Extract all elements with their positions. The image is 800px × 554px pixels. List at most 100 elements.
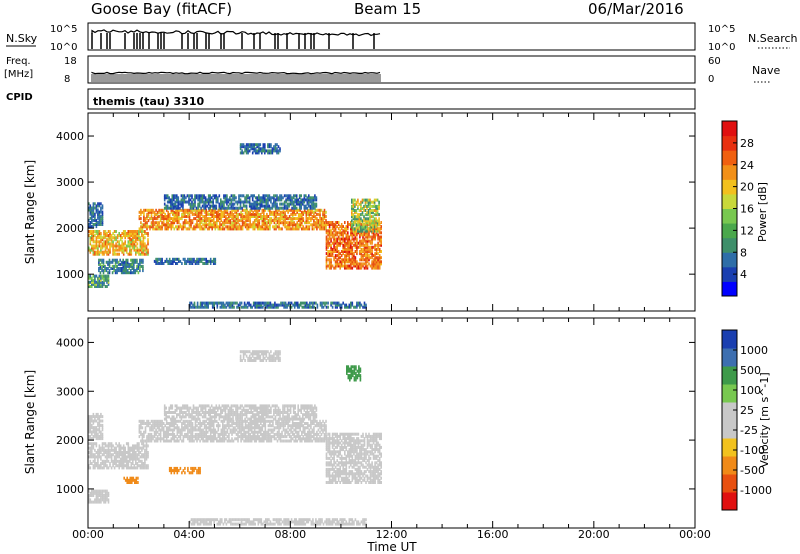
echo-cell [206, 204, 208, 208]
echo-cell [141, 240, 143, 244]
echo-cell [211, 212, 213, 216]
echo-cell [368, 239, 370, 243]
echo-cell [215, 301, 217, 305]
echo-cell [113, 230, 116, 233]
echo-cell [167, 262, 169, 265]
echo-cell [362, 262, 364, 266]
echo-cell [238, 223, 241, 227]
echo-cell [177, 204, 180, 208]
echo-cell [203, 206, 205, 210]
echo-cell [232, 419, 235, 423]
echo-cell [256, 217, 259, 221]
echo-cell [273, 198, 275, 202]
echo-cell [234, 430, 236, 434]
echo-cell [270, 210, 273, 214]
echo-cell [364, 227, 367, 231]
echo-cell [142, 462, 145, 465]
echo-cell [135, 250, 137, 254]
echo-cell [277, 149, 280, 153]
echo-cell [97, 282, 99, 286]
echo-cell [94, 462, 96, 465]
echo-cell [245, 194, 248, 198]
echo-cell [142, 250, 145, 254]
echo-cell [152, 435, 154, 439]
echo-cell [125, 455, 128, 459]
echo-cell [306, 200, 309, 204]
echo-cell [371, 250, 373, 253]
echo-cell [237, 439, 239, 443]
echo-cell [118, 459, 120, 463]
echo-cell [152, 437, 154, 441]
echo-cell [211, 437, 213, 441]
echo-cell [308, 200, 310, 204]
echo-cell [366, 241, 369, 245]
echo-cell [168, 223, 171, 227]
echo-cell [88, 248, 90, 252]
echo-cell [206, 422, 209, 425]
echo-cell [109, 238, 111, 242]
echo-cell [241, 145, 243, 149]
echo-cell [141, 448, 143, 452]
echo-cell [187, 428, 189, 432]
echo-cell [370, 211, 373, 215]
echo-cell [138, 428, 141, 432]
echo-cell [116, 260, 118, 264]
echo-cell [237, 215, 239, 218]
echo-cell [113, 258, 115, 262]
echo-cell [245, 204, 248, 208]
echo-cell [98, 491, 101, 495]
echo-cell [194, 194, 196, 198]
echo-cell [281, 419, 283, 423]
echo-cell [238, 212, 241, 216]
echo-cell [276, 204, 278, 208]
echo-cell [109, 246, 111, 250]
power-colorbar-swatch [722, 121, 737, 137]
echo-cell [107, 446, 110, 450]
echo-cell [147, 250, 149, 254]
echo-cell [244, 435, 247, 439]
echo-cell [246, 437, 248, 441]
echo-cell [95, 230, 98, 233]
echo-cell [368, 262, 370, 266]
echo-cell [246, 208, 248, 212]
echo-cell [266, 419, 268, 423]
echo-cell [138, 419, 141, 423]
echo-cell [185, 219, 188, 223]
echo-cell [144, 217, 147, 221]
echo-cell [297, 430, 300, 434]
echo-cell [240, 215, 242, 218]
echo-cell [345, 243, 348, 247]
echo-cell [225, 208, 227, 212]
echo-cell [172, 259, 174, 263]
echo-cell [370, 223, 373, 227]
echo-cell [324, 303, 326, 307]
echo-cell [330, 245, 332, 249]
echo-cell [147, 466, 149, 470]
echo-cell [106, 455, 108, 459]
echo-cell [104, 494, 107, 497]
echo-cell [284, 301, 287, 305]
echo-cell [212, 435, 215, 439]
echo-cell [307, 212, 309, 216]
echo-cell [203, 426, 206, 430]
echo-cell [270, 143, 272, 147]
echo-cell [319, 426, 321, 430]
echo-cell [351, 229, 354, 233]
echo-cell [354, 211, 356, 215]
echo-cell [197, 204, 199, 208]
echo-cell [253, 223, 256, 227]
echo-cell [331, 264, 334, 268]
echo-cell [209, 435, 212, 439]
echo-cell [241, 437, 244, 441]
echo-cell [109, 242, 111, 246]
echo-cell [262, 200, 265, 204]
echo-cell [92, 206, 95, 210]
echo-cell [140, 419, 142, 423]
echo-cell [357, 225, 359, 229]
echo-cell [369, 217, 371, 221]
echo-cell [145, 248, 148, 252]
echo-cell [375, 266, 378, 270]
echo-cell [89, 210, 92, 214]
echo-cell [212, 430, 215, 434]
